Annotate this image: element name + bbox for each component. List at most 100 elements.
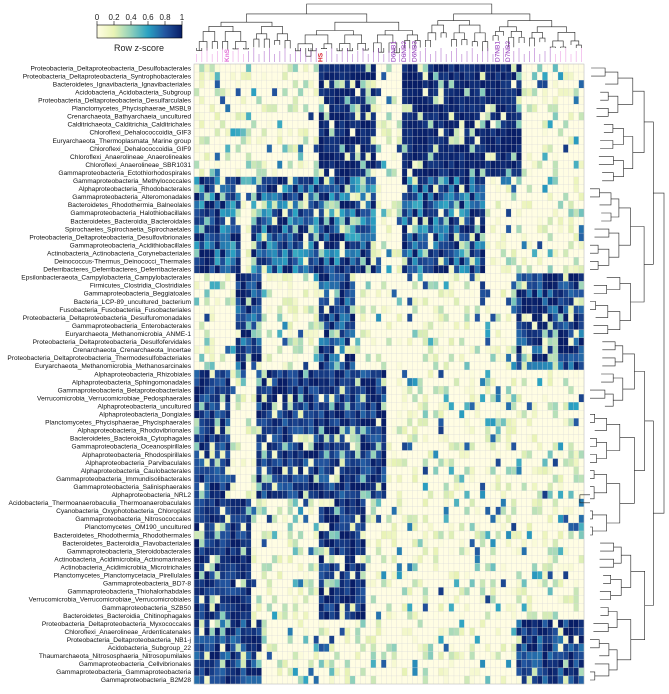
heatmap-cell [225,225,230,233]
heatmap-cell [288,402,293,410]
heatmap-cell [329,354,334,362]
heatmap-cell [542,314,547,322]
heatmap-cell [267,515,272,523]
heatmap-cell [308,273,313,281]
heatmap-cell [548,370,553,378]
heatmap-cell [303,169,308,177]
heatmap-cell [288,563,293,571]
heatmap-cell [314,136,319,144]
heatmap-cell [418,281,423,289]
heatmap-cell [340,88,345,96]
heatmap-cell [501,547,506,555]
heatmap-cell [563,96,568,104]
heatmap-cell [298,257,303,265]
heatmap-cell [350,499,355,507]
heatmap-cell [360,161,365,169]
heatmap-cell [334,354,339,362]
heatmap-cell [350,88,355,96]
heatmap-cell [470,249,475,257]
heatmap-cell [386,507,391,515]
heatmap-cell [485,354,490,362]
heatmap-cell [444,217,449,225]
heatmap-cell [267,547,272,555]
heatmap-cell [277,499,282,507]
heatmap-cell [251,177,256,185]
heatmap-cell [574,346,579,354]
heatmap-cell [392,249,397,257]
heatmap-cell [345,426,350,434]
heatmap-cell [496,273,501,281]
heatmap-cell [438,265,443,273]
heatmap-cell [366,289,371,297]
heatmap-cell [423,555,428,563]
column-dendrogram-branch [529,38,534,46]
heatmap-cell [277,442,282,450]
heatmap-cell [314,64,319,72]
heatmap-cell [293,265,298,273]
heatmap-cell [574,378,579,386]
heatmap-cell [537,322,542,330]
heatmap-cell [407,128,412,136]
heatmap-cell [485,298,490,306]
heatmap-cell [210,104,215,112]
heatmap-cell [303,96,308,104]
heatmap-cell [314,402,319,410]
heatmap-cell [527,209,532,217]
heatmap-cell [496,112,501,120]
heatmap-cell [303,306,308,314]
heatmap-cell [225,161,230,169]
heatmap-cell [272,112,277,120]
heatmap-cell [412,418,417,426]
heatmap-cell [381,555,386,563]
heatmap-cell [345,338,350,346]
heatmap-cell [475,563,480,571]
heatmap-cell [251,185,256,193]
heatmap-cell [277,177,282,185]
column-label: D6NB2 [401,41,408,62]
heatmap-cell [438,169,443,177]
heatmap-cell [230,153,235,161]
heatmap-cell [371,483,376,491]
heatmap-cell [418,96,423,104]
heatmap-cell [376,120,381,128]
heatmap-cell [480,136,485,144]
heatmap-cell [355,241,360,249]
heatmap-cell [454,330,459,338]
heatmap-cell [407,104,412,112]
heatmap-cell [433,418,438,426]
heatmap-cell [454,378,459,386]
heatmap-cell [345,225,350,233]
heatmap-cell [511,563,516,571]
heatmap-cell [454,233,459,241]
heatmap-cell [433,298,438,306]
heatmap-cell [392,265,397,273]
heatmap-cell [496,571,501,579]
heatmap-cell [272,483,277,491]
heatmap-cell [563,241,568,249]
heatmap-cell [262,298,267,306]
heatmap-cell [277,281,282,289]
heatmap-cell [522,434,527,442]
heatmap-cell [496,306,501,314]
heatmap-cell [319,563,324,571]
heatmap-cell [293,370,298,378]
heatmap-cell [412,571,417,579]
heatmap-cell [527,96,532,104]
heatmap-cell [360,153,365,161]
heatmap-cell [433,523,438,531]
heatmap-cell [485,370,490,378]
heatmap-cell [225,394,230,402]
heatmap-cell [314,563,319,571]
heatmap-cell [215,523,220,531]
heatmap-cell [236,225,241,233]
heatmap-cell [412,306,417,314]
heatmap-cell [480,410,485,418]
heatmap-cell [267,104,272,112]
heatmap-cell [522,72,527,80]
heatmap-cell [475,201,480,209]
heatmap-cell [324,104,329,112]
heatmap-cell [506,434,511,442]
heatmap-cell [267,483,272,491]
heatmap-cell [407,499,412,507]
heatmap-cell [298,217,303,225]
